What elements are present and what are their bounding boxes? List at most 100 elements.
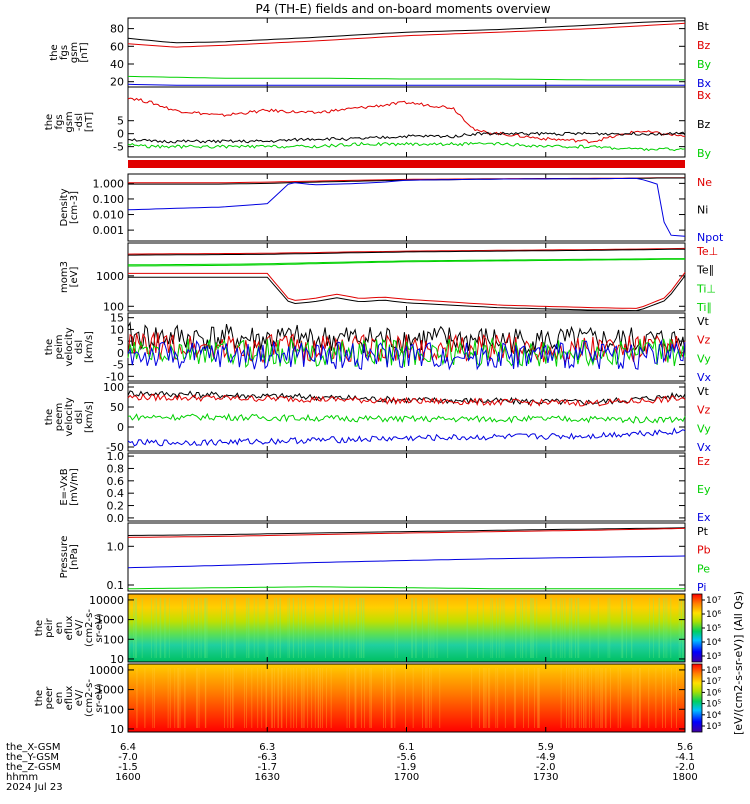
x-tick-value: 6.1 <box>399 742 415 753</box>
x-row-label: 2024 Jul 23 <box>6 782 63 793</box>
y-tick-label: 1.0 <box>107 450 125 463</box>
panel-peir: 10000 1000 100 10 the peir en eflux eV/(cm2-s-sr… <box>34 593 686 666</box>
legend-Vz: Vz <box>697 404 711 417</box>
y-tick-label: 100 <box>103 381 124 394</box>
legend-Ez: Ez <box>697 455 710 468</box>
legend-Pb: Pb <box>697 544 711 557</box>
y-tick-label: 0.2 <box>107 500 125 513</box>
panel-fgs: 80 60 40 20 the fgs gsm [nT] Bt Bz By Bx <box>49 17 712 90</box>
panel-efield: 1.00.80.60.40.20.0 E=-VxB [mV/m] Ez Ey Ex <box>59 450 711 525</box>
y-axis-label: eV/ <box>74 689 85 706</box>
colorbar-tick-label: 10³ <box>706 722 721 732</box>
x-tick-value: 1800 <box>672 772 697 783</box>
x-tick-value: 5.9 <box>538 742 554 753</box>
mode-bar <box>128 160 685 168</box>
spectrogram-texture <box>136 668 677 728</box>
series-Pt <box>127 527 686 536</box>
colorbar-tick-label: 10⁶ <box>706 610 721 620</box>
legend-Vx: Vx <box>697 371 712 384</box>
y-axis-label: peim <box>54 334 65 359</box>
x-row-label: the_Z-GSM <box>6 762 61 773</box>
x-tick-value: 1730 <box>533 772 558 783</box>
colorbar-tick-label: 10⁷ <box>706 596 721 606</box>
y-tick-label: 0 <box>117 128 124 141</box>
y-axis-label: the <box>34 620 45 636</box>
y-tick-label: 0.001 <box>93 224 125 237</box>
colorbar-tick-label: 10⁷ <box>706 677 721 687</box>
y-tick-label: -10 <box>106 370 124 383</box>
y-axis-label: [km/s] <box>84 401 95 433</box>
x-tick-value: -2.0 <box>536 762 556 773</box>
spectrogram-texture <box>129 598 684 658</box>
y-tick-label: 0 <box>117 421 124 434</box>
y-axis-label: E=-VxB <box>59 468 70 505</box>
series-Vx <box>127 339 686 371</box>
y-tick-label: -50 <box>106 441 124 454</box>
colorbar-tick-label: 10⁵ <box>706 700 721 710</box>
colorbar-peir <box>691 593 703 663</box>
y-tick-label: 100 <box>103 300 124 313</box>
legend-Vx: Vx <box>697 441 712 454</box>
y-axis-label: [cm-3] <box>69 191 80 224</box>
series-Pb <box>127 527 686 538</box>
y-tick-label: -5 <box>113 359 124 372</box>
y-axis-label: [km/s] <box>84 331 95 363</box>
legend-Ex: Ex <box>697 511 711 524</box>
legend-Pi: Pi <box>697 581 706 594</box>
y-axis-label: sr-eV) <box>94 683 105 712</box>
series-By <box>127 141 686 152</box>
x-tick-value: 6.3 <box>259 742 275 753</box>
panel-density: 1.000 0.100 0.010 0.001 Density [cm-3] Ne Ni Npo… <box>59 173 724 244</box>
y-axis-label: fgs <box>54 114 65 129</box>
y-tick-label: 0.010 <box>93 209 125 222</box>
y-tick-label: 0.100 <box>93 193 125 206</box>
y-axis-label: [eV] <box>69 267 80 288</box>
y-axis-label: peer <box>44 686 55 710</box>
series-Bt <box>127 20 686 44</box>
y-tick-label: 1000 <box>96 270 124 283</box>
colorbar-tick-label: 10⁶ <box>706 688 721 698</box>
y-tick-label: 0.4 <box>107 487 125 500</box>
legend-Ni: Ni <box>697 204 708 217</box>
legend-Ti∥: Ti∥ <box>696 301 712 314</box>
y-tick-label: 40 <box>110 58 124 71</box>
y-tick-label: 1.0 <box>107 540 125 553</box>
legend-Ey: Ey <box>697 483 711 496</box>
y-axis-label: peem <box>54 403 65 431</box>
y-tick-label: 50 <box>110 401 124 414</box>
y-tick-label: 5 <box>117 335 124 348</box>
y-axis-label: eflux <box>64 616 75 641</box>
y-tick-label: 0.0 <box>107 512 125 525</box>
y-tick-label: 10 <box>110 323 124 336</box>
y-axis-label: gsm <box>64 111 75 132</box>
y-axis-label: [mV/m] <box>69 468 80 506</box>
series-By <box>127 75 685 81</box>
legend-Te⊥: Te⊥ <box>696 245 718 258</box>
y-tick-label: 0.6 <box>107 475 125 488</box>
x-tick-value: -5.6 <box>397 752 417 763</box>
series-Bz <box>127 22 686 48</box>
series-Te⊥-b <box>128 272 686 309</box>
series-Vy <box>127 336 686 368</box>
y-axis-label: en <box>54 692 65 705</box>
legend-Ti⊥: Ti⊥ <box>696 282 716 295</box>
y-tick-label: 1000 <box>96 684 124 697</box>
y-tick-label: 1000 <box>96 614 124 627</box>
y-axis-label: (cm2-s- <box>84 609 95 647</box>
series-Ti⊥ <box>128 258 685 266</box>
y-tick-label: 0.1 <box>107 579 125 592</box>
colorbar-tick-label: 10⁸ <box>706 666 721 676</box>
y-axis-label: en <box>54 622 65 635</box>
panel-frame <box>127 86 686 158</box>
spectrogram-peir <box>128 594 685 662</box>
y-axis-label: velocity <box>64 397 75 436</box>
legend-Vy: Vy <box>697 352 711 365</box>
series-Pi <box>127 555 686 569</box>
y-axis-label: the <box>44 114 55 130</box>
series-Npot <box>127 177 686 237</box>
y-tick-label: 0 <box>117 347 124 360</box>
